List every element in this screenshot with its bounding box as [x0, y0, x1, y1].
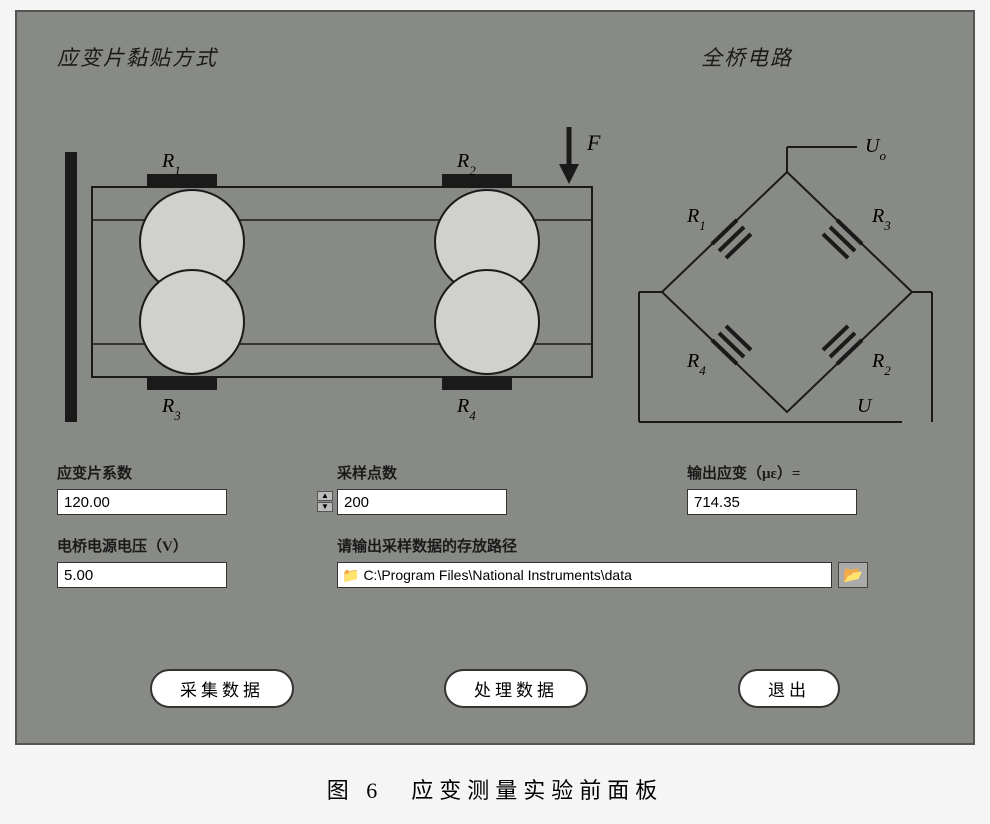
folder-icon: 📁 — [342, 567, 359, 584]
acquire-button[interactable]: 采集数据 — [150, 669, 294, 708]
svg-text:Uo: Uo — [865, 135, 886, 163]
svg-text:R4: R4 — [686, 350, 706, 378]
path-label: 请输出采样数据的存放路径 — [337, 535, 868, 556]
form-area: 应变片系数 采样点数 ▲ ▼ 输出应变（με）= 电桥电源电压 — [57, 462, 937, 608]
svg-text:R1: R1 — [686, 205, 706, 233]
browse-icon: 📂 — [843, 565, 863, 585]
front-panel: 应变片黏贴方式 全桥电路 — [15, 10, 975, 745]
resistance-label: 应变片系数 — [57, 462, 307, 483]
path-text: C:\Program Files\National Instruments\da… — [363, 567, 631, 583]
samples-label: 采样点数 — [337, 462, 617, 483]
exit-button[interactable]: 退出 — [738, 669, 840, 708]
resistance-input[interactable] — [57, 489, 227, 515]
samples-spinner[interactable]: ▲ ▼ — [317, 491, 335, 512]
button-row: 采集数据 处理数据 退出 — [17, 669, 973, 708]
path-input[interactable]: 📁 C:\Program Files\National Instruments\… — [337, 562, 832, 588]
voltage-label: 电桥电源电压（V） — [57, 535, 307, 556]
beam-diagram: R1 R2 R3 R4 F — [65, 127, 601, 423]
voltage-input[interactable] — [57, 562, 227, 588]
figure-caption: 图 6 应变测量实验前面板 — [0, 773, 990, 805]
browse-button[interactable]: 📂 — [838, 562, 868, 588]
diagrams-svg: R1 R2 R3 R4 F — [47, 112, 947, 432]
svg-text:R2: R2 — [871, 350, 891, 378]
svg-text:R3: R3 — [871, 205, 891, 233]
spinner-down-icon[interactable]: ▼ — [317, 502, 333, 512]
svg-text:R2: R2 — [456, 150, 476, 178]
svg-text:R1: R1 — [161, 150, 181, 178]
bridge-diagram: Uo U — [639, 135, 932, 422]
title-bridge-circuit: 全桥电路 — [701, 42, 793, 72]
svg-text:U: U — [857, 395, 873, 417]
title-strain-gauge: 应变片黏贴方式 — [57, 42, 218, 72]
svg-text:R4: R4 — [456, 395, 476, 423]
output-label: 输出应变（με）= — [687, 462, 857, 483]
samples-input[interactable] — [337, 489, 507, 515]
spinner-up-icon[interactable]: ▲ — [317, 491, 333, 501]
svg-text:F: F — [586, 130, 601, 155]
output-display — [687, 489, 857, 515]
svg-text:R3: R3 — [161, 395, 181, 423]
diagram-area: R1 R2 R3 R4 F — [47, 112, 947, 432]
process-button[interactable]: 处理数据 — [444, 669, 588, 708]
